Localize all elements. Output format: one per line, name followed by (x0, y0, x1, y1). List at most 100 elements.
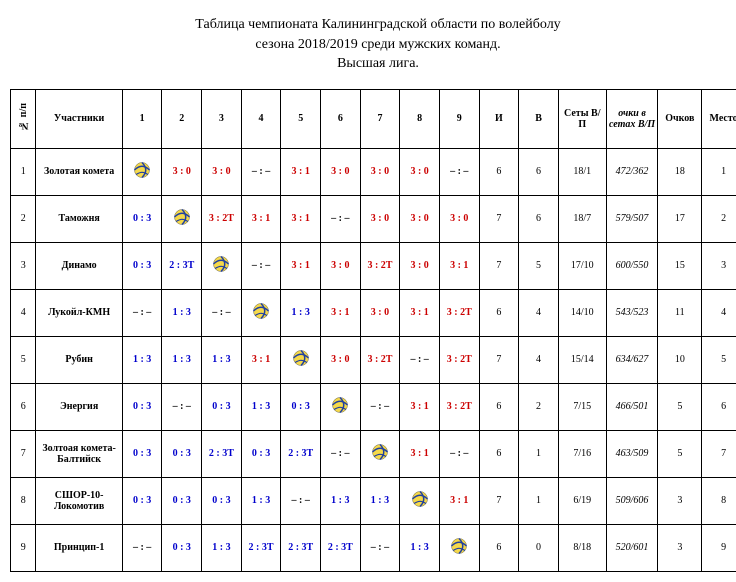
points-cell: 5 (658, 430, 702, 477)
volleyball-icon (331, 396, 349, 414)
score-cell: 1 : 3 (202, 336, 242, 383)
score-cell: 3 : 2Т (439, 383, 479, 430)
volleyball-icon (173, 208, 191, 226)
sets-cell: 8/18 (558, 524, 606, 571)
points-cell: 18 (658, 148, 702, 195)
volleyball-icon (212, 255, 230, 273)
score-cell: 1 : 3 (162, 289, 202, 336)
place-cell: 3 (702, 242, 736, 289)
header-num: № п/п (11, 89, 36, 148)
score-cell: – : – (122, 289, 162, 336)
self-cell (360, 430, 400, 477)
sets-cell: 14/10 (558, 289, 606, 336)
score-cell: – : – (360, 383, 400, 430)
games-cell: 6 (479, 289, 519, 336)
row-num: 7 (11, 430, 36, 477)
table-row: 4Лукойл-КМН– : –1 : 3– : –1 : 33 : 13 : … (11, 289, 736, 336)
wins-cell: 5 (519, 242, 559, 289)
sets-cell: 15/14 (558, 336, 606, 383)
games-cell: 7 (479, 195, 519, 242)
row-num: 2 (11, 195, 36, 242)
score-cell: 3 : 0 (321, 148, 361, 195)
score-cell: 3 : 0 (360, 195, 400, 242)
team-name: Энергия (36, 383, 122, 430)
games-cell: 7 (479, 336, 519, 383)
row-num: 4 (11, 289, 36, 336)
table-row: 9Принцип-1– : –0 : 31 : 32 : 3Т2 : 3Т2 :… (11, 524, 736, 571)
score-cell: 1 : 3 (360, 477, 400, 524)
score-cell: – : – (162, 383, 202, 430)
score-cell: – : – (122, 524, 162, 571)
team-name: Рубин (36, 336, 122, 383)
self-cell (321, 383, 361, 430)
place-cell: 2 (702, 195, 736, 242)
row-num: 1 (11, 148, 36, 195)
table-row: 3Динамо0 : 32 : 3Т– : –3 : 13 : 03 : 2Т3… (11, 242, 736, 289)
row-num: 3 (11, 242, 36, 289)
setpoints-cell: 472/362 (606, 148, 658, 195)
score-cell: 3 : 0 (439, 195, 479, 242)
score-cell: 3 : 1 (281, 148, 321, 195)
header-c2: 2 (162, 89, 202, 148)
header-i: И (479, 89, 519, 148)
volleyball-icon (450, 537, 468, 555)
games-cell: 7 (479, 477, 519, 524)
sets-cell: 18/1 (558, 148, 606, 195)
score-cell: – : – (241, 242, 281, 289)
wins-cell: 4 (519, 336, 559, 383)
games-cell: 6 (479, 524, 519, 571)
standings-table: № п/п Участники 1 2 3 4 5 6 7 8 9 И В Се… (10, 89, 736, 572)
header-c4: 4 (241, 89, 281, 148)
score-cell: 3 : 1 (281, 242, 321, 289)
points-cell: 17 (658, 195, 702, 242)
place-cell: 7 (702, 430, 736, 477)
setpoints-cell: 634/627 (606, 336, 658, 383)
row-num: 6 (11, 383, 36, 430)
table-row: 1Золотая комета3 : 03 : 0– : –3 : 13 : 0… (11, 148, 736, 195)
score-cell: 3 : 1 (439, 477, 479, 524)
header-sets: Сеты В/П (558, 89, 606, 148)
wins-cell: 2 (519, 383, 559, 430)
points-cell: 10 (658, 336, 702, 383)
score-cell: 3 : 2Т (439, 336, 479, 383)
place-cell: 1 (702, 148, 736, 195)
header-c1: 1 (122, 89, 162, 148)
header-row: № п/п Участники 1 2 3 4 5 6 7 8 9 И В Се… (11, 89, 736, 148)
score-cell: 1 : 3 (321, 477, 361, 524)
points-cell: 15 (658, 242, 702, 289)
header-ochkov: Очков (658, 89, 702, 148)
score-cell: 2 : 3Т (281, 430, 321, 477)
team-name: СШОР-10-Локомотив (36, 477, 122, 524)
sets-cell: 6/19 (558, 477, 606, 524)
table-row: 8СШОР-10-Локомотив0 : 30 : 30 : 31 : 3– … (11, 477, 736, 524)
score-cell: 0 : 3 (122, 477, 162, 524)
title-line-1: Таблица чемпионата Калининградской облас… (195, 17, 560, 32)
header-c6: 6 (321, 89, 361, 148)
team-name: Золтоая комета-Балтийск (36, 430, 122, 477)
self-cell (241, 289, 281, 336)
setpoints-cell: 466/501 (606, 383, 658, 430)
place-cell: 6 (702, 383, 736, 430)
header-place: Место (702, 89, 736, 148)
score-cell: 3 : 0 (162, 148, 202, 195)
score-cell: 0 : 3 (162, 477, 202, 524)
team-name: Динамо (36, 242, 122, 289)
score-cell: 3 : 0 (360, 148, 400, 195)
points-cell: 11 (658, 289, 702, 336)
sets-cell: 18/7 (558, 195, 606, 242)
row-num: 8 (11, 477, 36, 524)
score-cell: 3 : 1 (400, 383, 440, 430)
score-cell: 0 : 3 (202, 383, 242, 430)
score-cell: 3 : 1 (400, 289, 440, 336)
self-cell (162, 195, 202, 242)
sets-cell: 7/15 (558, 383, 606, 430)
score-cell: 3 : 1 (439, 242, 479, 289)
score-cell: – : – (360, 524, 400, 571)
title-line-2: сезона 2018/2019 среди мужских команд. (255, 37, 500, 52)
header-c9: 9 (439, 89, 479, 148)
table-row: 2Таможня0 : 33 : 2Т3 : 13 : 1– : –3 : 03… (11, 195, 736, 242)
games-cell: 6 (479, 148, 519, 195)
score-cell: 3 : 1 (241, 195, 281, 242)
self-cell (122, 148, 162, 195)
points-cell: 3 (658, 524, 702, 571)
